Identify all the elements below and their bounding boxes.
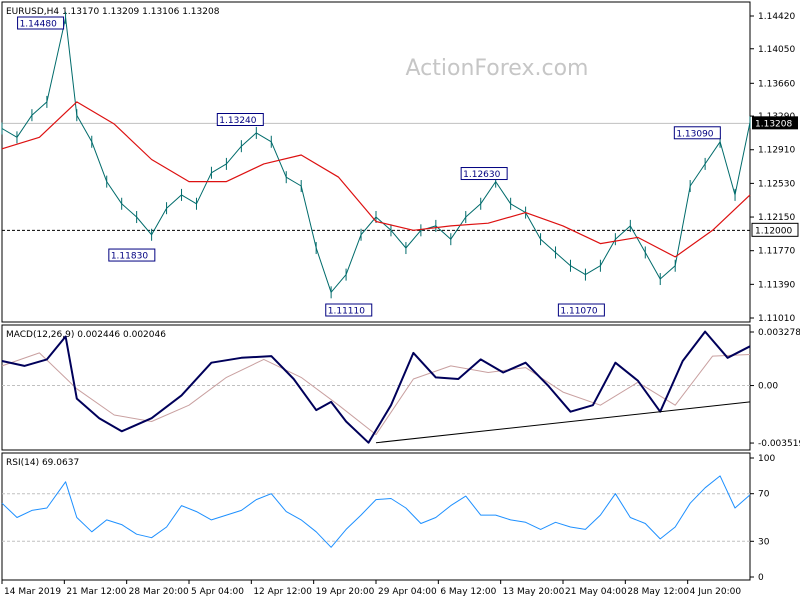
macd-line [1,330,751,444]
x-tick-label: 6 May 12:00 [440,587,496,597]
rsi-line [1,475,751,548]
price-tick-label: 1.12150 [758,213,795,223]
price-tick-label: 1.13660 [758,79,795,89]
price-title: EURUSD,H4 1.13170 1.13209 1.13106 1.1320… [6,7,220,17]
price-tick-label: 1.11770 [758,247,795,257]
price-line [1,17,751,293]
annotation-box [17,16,65,30]
annotation-box [108,248,156,262]
price-tick-label: 1.14050 [758,45,795,55]
moving-average-line [1,101,751,258]
annotation-label: 1.13240 [219,116,256,126]
rsi-tick-label: 30 [758,537,770,547]
watermark: ActionForex.com [406,56,589,81]
axis-layer: 1.144201.140501.136601.132901.129101.125… [1,12,800,597]
annotation-label: 1.11110 [328,307,365,317]
x-tick-label: 19 Apr 20:00 [316,587,375,597]
annotation-box [673,126,721,140]
annotation-box [216,113,264,127]
x-tick-label: 28 May 12:00 [627,587,689,597]
x-tick-label: 12 Apr 12:00 [253,587,312,597]
level-badge [751,222,799,237]
x-tick-label: 5 Apr 04:00 [191,587,244,597]
macd-trendline [375,401,751,444]
x-tick-label: 13 May 20:00 [503,587,565,597]
price-tick-label: 1.11390 [758,280,795,290]
macd-tick-label: 0.003278 [758,328,800,338]
grid-layer [2,122,750,542]
rsi-title: RSI(14) 69.0637 [6,458,79,468]
annotation-label: 1.12630 [463,170,500,180]
macd-panel [1,324,751,451]
x-tick-label: 28 Mar 20:00 [129,587,189,597]
x-tick-label: 4 Jun 20:00 [690,587,742,597]
macd-title: MACD(12,26,9) 0.002446 0.002046 [6,330,166,340]
annotation-box [325,303,373,317]
rsi-tick-label: 100 [758,454,775,464]
price-tick-label: 1.14420 [758,12,795,22]
macd-tick-label: 0.00 [758,382,778,392]
macd-tick-label: -0.003519 [758,439,800,449]
x-tick-label: 21 Mar 12:00 [66,587,126,597]
annotation-layer: 1.14480 1.13240 1.11830 1.11110 1.12630 1.110… [17,16,721,317]
current-price-label: 1.13208 [755,119,792,129]
annotation-box [460,167,508,181]
price-tick-label: 1.12910 [758,146,795,156]
annotation-label: 1.11070 [560,307,597,317]
current-price-badge [752,116,798,130]
annotation-label: 1.14480 [20,20,57,30]
x-tick-label: 14 Mar 2019 [4,587,61,597]
price-tick-label: 1.12530 [758,179,795,189]
annotation-label: 1.13090 [676,129,713,139]
rsi-tick-label: 0 [758,573,764,583]
annotation-label: 1.11830 [111,252,148,262]
rsi-tick-label: 70 [758,490,770,500]
series-layer [1,11,751,548]
price-tick-label: 1.11010 [758,314,795,324]
x-tick-label: 29 Apr 04:00 [378,587,437,597]
macd-signal-line [1,352,751,436]
level-label: 1.12000 [755,226,792,236]
price-panel [1,1,751,323]
x-tick-label: 21 May 04:00 [565,587,627,597]
annotation-box [557,303,605,317]
